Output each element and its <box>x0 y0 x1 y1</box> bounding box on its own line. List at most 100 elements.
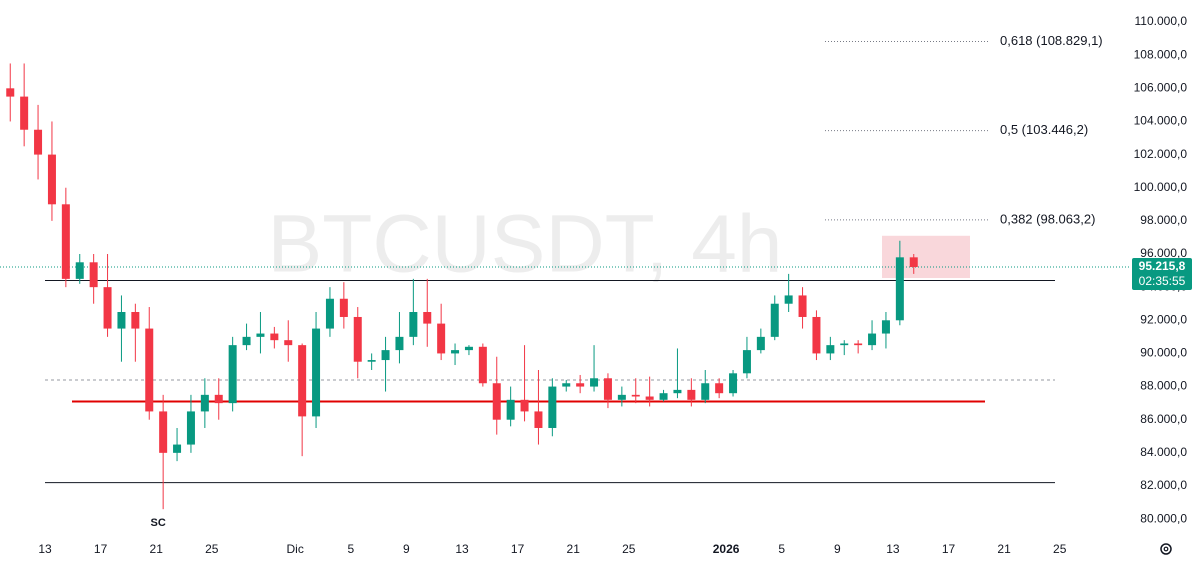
candle-body <box>590 378 599 387</box>
gear[interactable] <box>1160 543 1172 555</box>
y-tick-label: 102.000,0 <box>1134 147 1188 161</box>
last-price-label: 95.215,8 <box>1139 259 1186 273</box>
candle-body <box>659 393 668 400</box>
candle-body <box>715 383 724 394</box>
candle-body <box>451 350 460 354</box>
candle-body <box>228 345 237 404</box>
price-box <box>1132 258 1192 291</box>
y-tick-label: 82.000,0 <box>1140 478 1187 492</box>
candle-body <box>159 411 168 453</box>
candle-body <box>214 394 223 404</box>
candle-body <box>840 343 849 346</box>
x-tick-label: 13 <box>455 542 469 556</box>
y-tick-label: 110.000,0 <box>1135 14 1188 28</box>
x-tick-label: 13 <box>38 542 52 556</box>
candle-body <box>423 312 432 324</box>
x-tick-label: 21 <box>997 542 1011 556</box>
candle-body <box>312 328 321 417</box>
x-tick-label: 5 <box>347 542 354 556</box>
candle-body <box>478 346 487 384</box>
x-tick-label: 13 <box>886 542 900 556</box>
candle-body <box>61 204 70 279</box>
candle-body <box>270 333 279 341</box>
x-tick-label: Dic <box>287 542 304 556</box>
y-tick-label: 106.000,0 <box>1134 80 1188 94</box>
y-tick-label: 100.000,0 <box>1134 180 1188 194</box>
candle-body <box>353 316 362 362</box>
candle-body <box>729 373 738 394</box>
candle-body <box>492 383 501 420</box>
candle-body <box>506 399 515 420</box>
candle-body <box>742 350 751 374</box>
zone <box>882 235 970 279</box>
candle-body <box>631 394 640 397</box>
candle-body <box>284 340 293 346</box>
candle-body <box>6 88 15 97</box>
candle-body <box>256 333 265 337</box>
x-tick-label: 21 <box>150 542 164 556</box>
y-tick-label: 104.000,0 <box>1134 114 1188 128</box>
candle-body <box>756 336 765 351</box>
candle-body <box>673 389 682 394</box>
candle-body <box>520 399 529 412</box>
x-tick-label: 21 <box>567 542 581 556</box>
fib-label: 0,618 (108.829,1) <box>1000 33 1103 48</box>
x-tick-label: 5 <box>778 542 785 556</box>
candle-body <box>534 411 543 428</box>
candle-body <box>784 295 793 304</box>
x-tick-label: 17 <box>942 542 956 556</box>
candle-body <box>909 257 918 268</box>
y-tick-label: 80.000,0 <box>1140 511 1187 525</box>
candle-body <box>409 312 418 337</box>
candle-body <box>854 343 863 346</box>
candle-body <box>173 444 182 453</box>
y-tick-label: 96.000,0 <box>1140 246 1187 260</box>
candle-body <box>381 350 390 361</box>
x-tick-label: 9 <box>834 542 841 556</box>
candle-body <box>186 411 195 445</box>
x-tick-label: 25 <box>205 542 219 556</box>
candle-body <box>576 383 585 387</box>
settings-icon[interactable] <box>1160 543 1172 555</box>
y-tick-label: 90.000,0 <box>1140 346 1187 360</box>
candle-body <box>325 298 334 329</box>
candle-body <box>895 257 904 321</box>
watermark: BTCUSDT, 4h <box>268 199 783 290</box>
candle-body <box>701 383 710 400</box>
candle-body <box>548 386 557 428</box>
candle-body <box>645 396 654 400</box>
candle-body <box>131 312 140 329</box>
y-tick-label: 108.000,0 <box>1134 47 1188 61</box>
y-tick-label: 92.000,0 <box>1140 312 1187 326</box>
candle-body <box>242 336 251 346</box>
candle-body <box>617 394 626 400</box>
y-tick-label: 98.000,0 <box>1140 213 1187 227</box>
candle-body <box>868 333 877 346</box>
candle-body <box>464 346 473 351</box>
x-tick-label: 9 <box>403 542 410 556</box>
x-tick-label: 25 <box>622 542 636 556</box>
candle-body <box>687 389 696 400</box>
candle-body <box>770 303 779 337</box>
x-tick-label: 17 <box>511 542 525 556</box>
candle-body <box>339 298 348 317</box>
x-tick-label: 25 <box>1053 542 1067 556</box>
candle-body <box>437 323 446 354</box>
candle-body <box>826 345 835 354</box>
candle-body <box>20 96 29 130</box>
candle-body <box>603 378 612 400</box>
candle-body <box>812 316 821 354</box>
countdown: 02:35:55 <box>1139 274 1186 288</box>
y-tick-label: 88.000,0 <box>1140 379 1187 393</box>
y-tick-label: 84.000,0 <box>1140 445 1187 459</box>
candle-body <box>367 360 376 362</box>
candle-body <box>34 129 43 155</box>
gear-center[interactable] <box>1163 546 1169 552</box>
candle-body <box>89 262 98 288</box>
candle-body <box>395 336 404 351</box>
fib-label: 0,382 (98.063,2) <box>1000 211 1095 226</box>
candle-body <box>75 262 84 279</box>
candle-body <box>103 287 112 329</box>
candle-body <box>117 312 126 329</box>
